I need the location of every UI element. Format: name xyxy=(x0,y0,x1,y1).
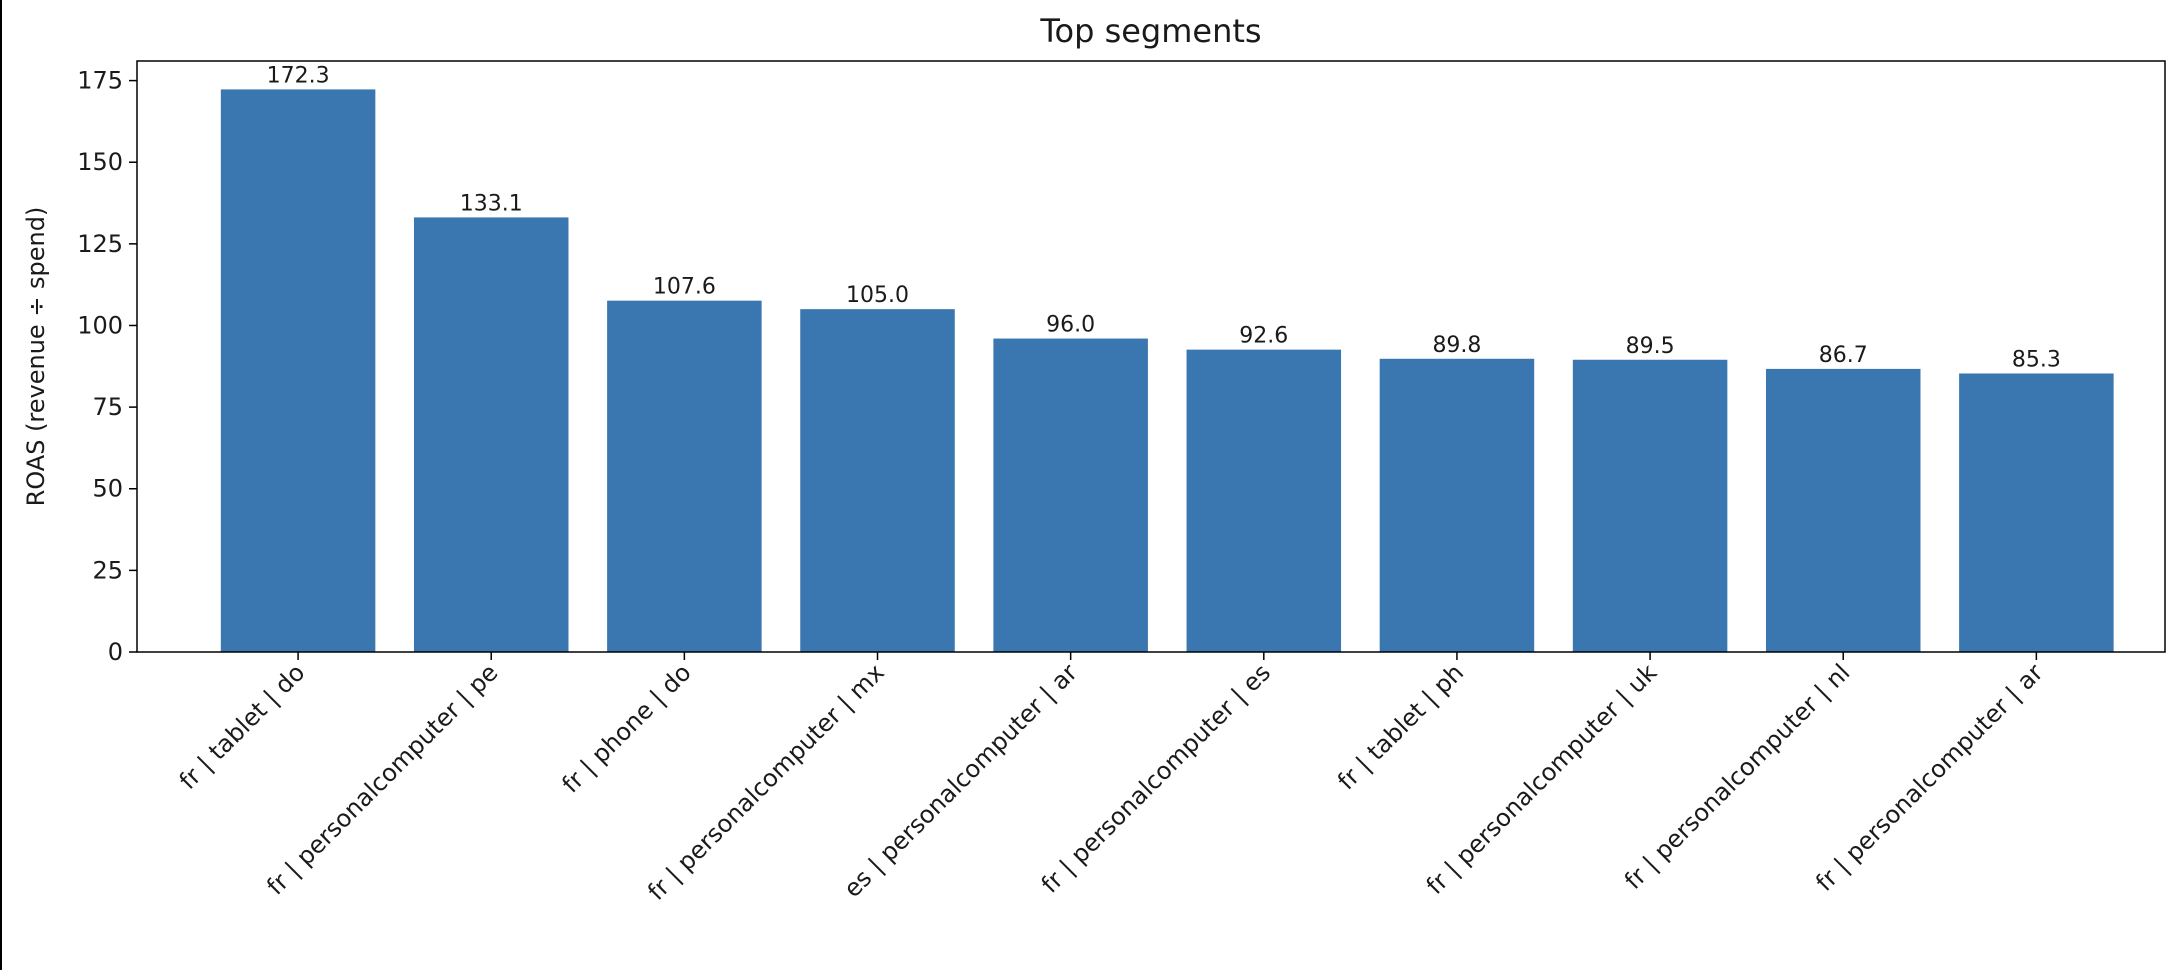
x-tick-label: fr | personalcomputer | pe xyxy=(261,658,503,900)
bar-value-label: 86.7 xyxy=(1819,343,1868,368)
x-tick-label: fr | tablet | do xyxy=(174,658,311,795)
bar-value-label: 133.1 xyxy=(460,191,523,216)
y-tick-label: 150 xyxy=(77,148,123,176)
bar-value-label: 172.3 xyxy=(267,63,330,88)
bar xyxy=(800,309,955,652)
y-tick-label: 25 xyxy=(92,556,123,584)
x-tick-label: fr | personalcomputer | es xyxy=(1036,658,1276,898)
bar-value-label: 96.0 xyxy=(1046,313,1095,338)
bar xyxy=(607,300,762,652)
bar-value-label: 89.5 xyxy=(1626,334,1675,359)
bar xyxy=(1572,359,1728,652)
bar xyxy=(1186,349,1342,652)
bar xyxy=(1765,368,1921,652)
bar-value-label: 107.6 xyxy=(653,275,716,300)
x-tick-label: fr | personalcomputer | uk xyxy=(1421,658,1663,900)
bar-value-label: 85.3 xyxy=(2012,347,2061,372)
bar xyxy=(1959,373,2114,652)
y-tick-label: 125 xyxy=(77,230,123,258)
x-tick-label: fr | personalcomputer | ar xyxy=(1810,658,2048,896)
bars-layer: 172.3 133.1 107.6 105.0 96.0 92.6 89.8 89.5 86.7… xyxy=(220,63,2114,653)
plot-frame xyxy=(136,60,2166,653)
x-tick-label: es | personalcomputer | ar xyxy=(838,658,1083,903)
bar-value-label: 105.0 xyxy=(846,283,909,308)
y-tick-label: 100 xyxy=(77,311,123,339)
bar-value-label: 89.8 xyxy=(1432,333,1481,358)
x-tick-label: fr | phone | do xyxy=(557,658,697,798)
x-tick-label: fr | personalcomputer | nl xyxy=(1619,658,1855,894)
bar xyxy=(993,338,1148,652)
bar-value-label: 92.6 xyxy=(1239,324,1288,349)
y-tick-label: 175 xyxy=(77,67,123,95)
y-tick-label: 50 xyxy=(92,475,123,503)
bar xyxy=(220,89,376,653)
bar xyxy=(413,217,569,652)
y-tick-label: 75 xyxy=(92,393,123,421)
bar xyxy=(1379,358,1535,652)
y-tick-label: 0 xyxy=(108,638,123,666)
chart-title: Top segments xyxy=(1039,12,1261,50)
x-tick-label: fr | tablet | ph xyxy=(1332,658,1469,795)
y-axis-label: ROAS (revenue ÷ spend) xyxy=(22,207,50,507)
